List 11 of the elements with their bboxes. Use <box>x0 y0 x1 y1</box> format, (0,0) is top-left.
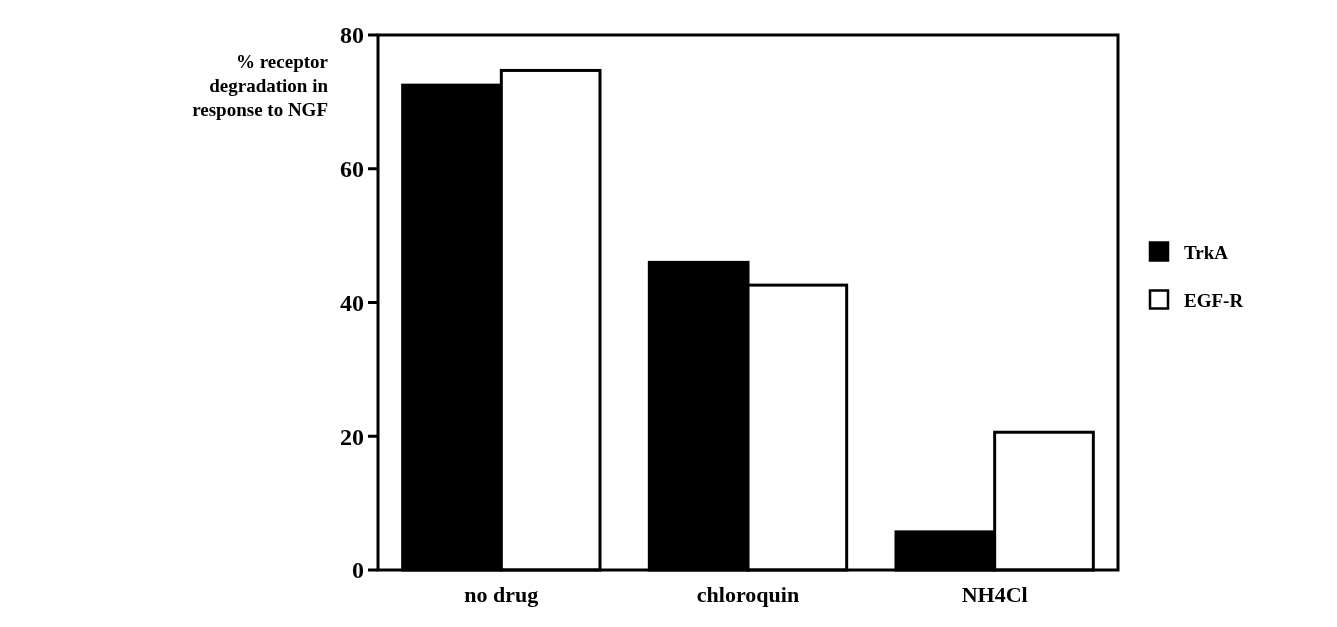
y-tick-label: 20 <box>340 423 364 450</box>
legend-label: TrkA <box>1184 241 1229 263</box>
y-tick-label: 40 <box>340 289 364 316</box>
y-tick-label: 0 <box>352 557 364 584</box>
x-tick-label: no drug <box>464 582 539 607</box>
y-axis-title: % receptor degradation in response to NGF <box>192 51 329 120</box>
x-tick-label: NH4Cl <box>961 582 1028 607</box>
x-tick-label: chloroquin <box>696 582 800 607</box>
y-tick-label: 60 <box>340 156 364 183</box>
y-tick-label: 80 <box>340 22 364 49</box>
legend-label: EGF-R <box>1184 289 1244 311</box>
